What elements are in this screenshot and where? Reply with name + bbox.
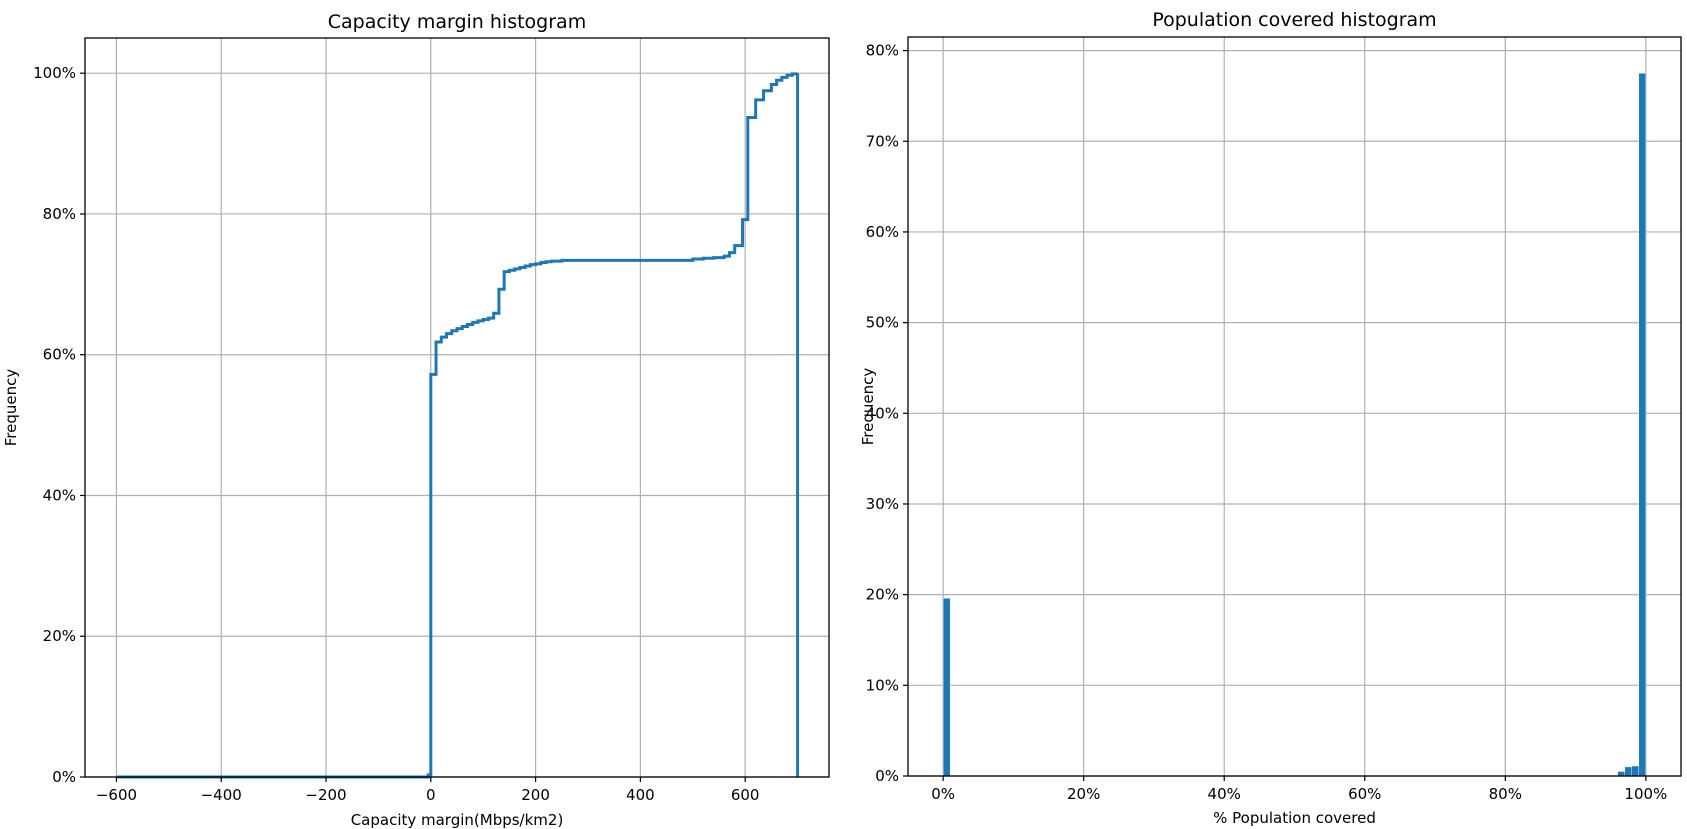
x-axis-label: Capacity margin(Mbps/km2) xyxy=(351,811,564,829)
x-tick-label: 0 xyxy=(426,786,436,804)
x-tick-label: −600 xyxy=(96,786,137,804)
y-tick-label: 70% xyxy=(866,132,899,150)
y-tick-label: 100% xyxy=(33,64,76,82)
x-tick-label: 400 xyxy=(626,786,655,804)
y-tick-label: 50% xyxy=(866,314,899,332)
histogram-bar xyxy=(1617,771,1625,777)
y-tick-label: 40% xyxy=(43,486,76,504)
y-tick-label: 60% xyxy=(43,346,76,364)
histogram-bar xyxy=(1631,765,1640,777)
histogram-bar xyxy=(1624,766,1633,777)
y-tick-label: 20% xyxy=(43,627,76,645)
y-axis-label: Frequency xyxy=(2,369,20,447)
y-tick-label: 20% xyxy=(866,586,899,604)
x-tick-label: 20% xyxy=(1067,785,1100,803)
x-tick-label: −200 xyxy=(305,786,346,804)
x-tick-label: 60% xyxy=(1348,785,1381,803)
capacity-margin-panel: −600 −400 −200 0 200 400 600 0% 20% 40% 60% 80% 100%… xyxy=(2,11,830,829)
cumulative-step-line xyxy=(116,72,800,779)
y-tick-label: 60% xyxy=(866,223,899,241)
y-tick-label: 30% xyxy=(866,495,899,513)
plot-frame xyxy=(907,36,1682,777)
x-tick-label: 100% xyxy=(1624,785,1667,803)
x-tick-label: 0% xyxy=(931,785,955,803)
y-tick-label: 40% xyxy=(866,404,899,422)
chart-title: Capacity margin histogram xyxy=(328,11,586,33)
histogram-bar xyxy=(942,598,951,777)
y-axis-label: Frequency xyxy=(859,368,877,446)
y-tick-label: 10% xyxy=(866,676,899,694)
x-tick-label: 80% xyxy=(1489,785,1522,803)
x-tick-label: 600 xyxy=(731,786,760,804)
histogram-bar xyxy=(1638,73,1647,777)
y-tick-label: 80% xyxy=(866,42,899,60)
x-tick-label: −400 xyxy=(201,786,242,804)
y-tick-label: 80% xyxy=(43,205,76,223)
x-axis-label: % Population covered xyxy=(1213,809,1376,827)
population-covered-panel: 0% 20% 40% 60% 80% 100% 0% 10% 20% 30% 40% 50% 60% 70… xyxy=(859,9,1682,827)
chart-title: Population covered histogram xyxy=(1152,9,1436,31)
x-tick-label: 200 xyxy=(521,786,550,804)
plot-frame xyxy=(84,37,830,778)
y-tick-label: 0% xyxy=(52,768,76,786)
x-tick-label: 40% xyxy=(1208,785,1241,803)
y-tick-label: 0% xyxy=(875,767,899,785)
